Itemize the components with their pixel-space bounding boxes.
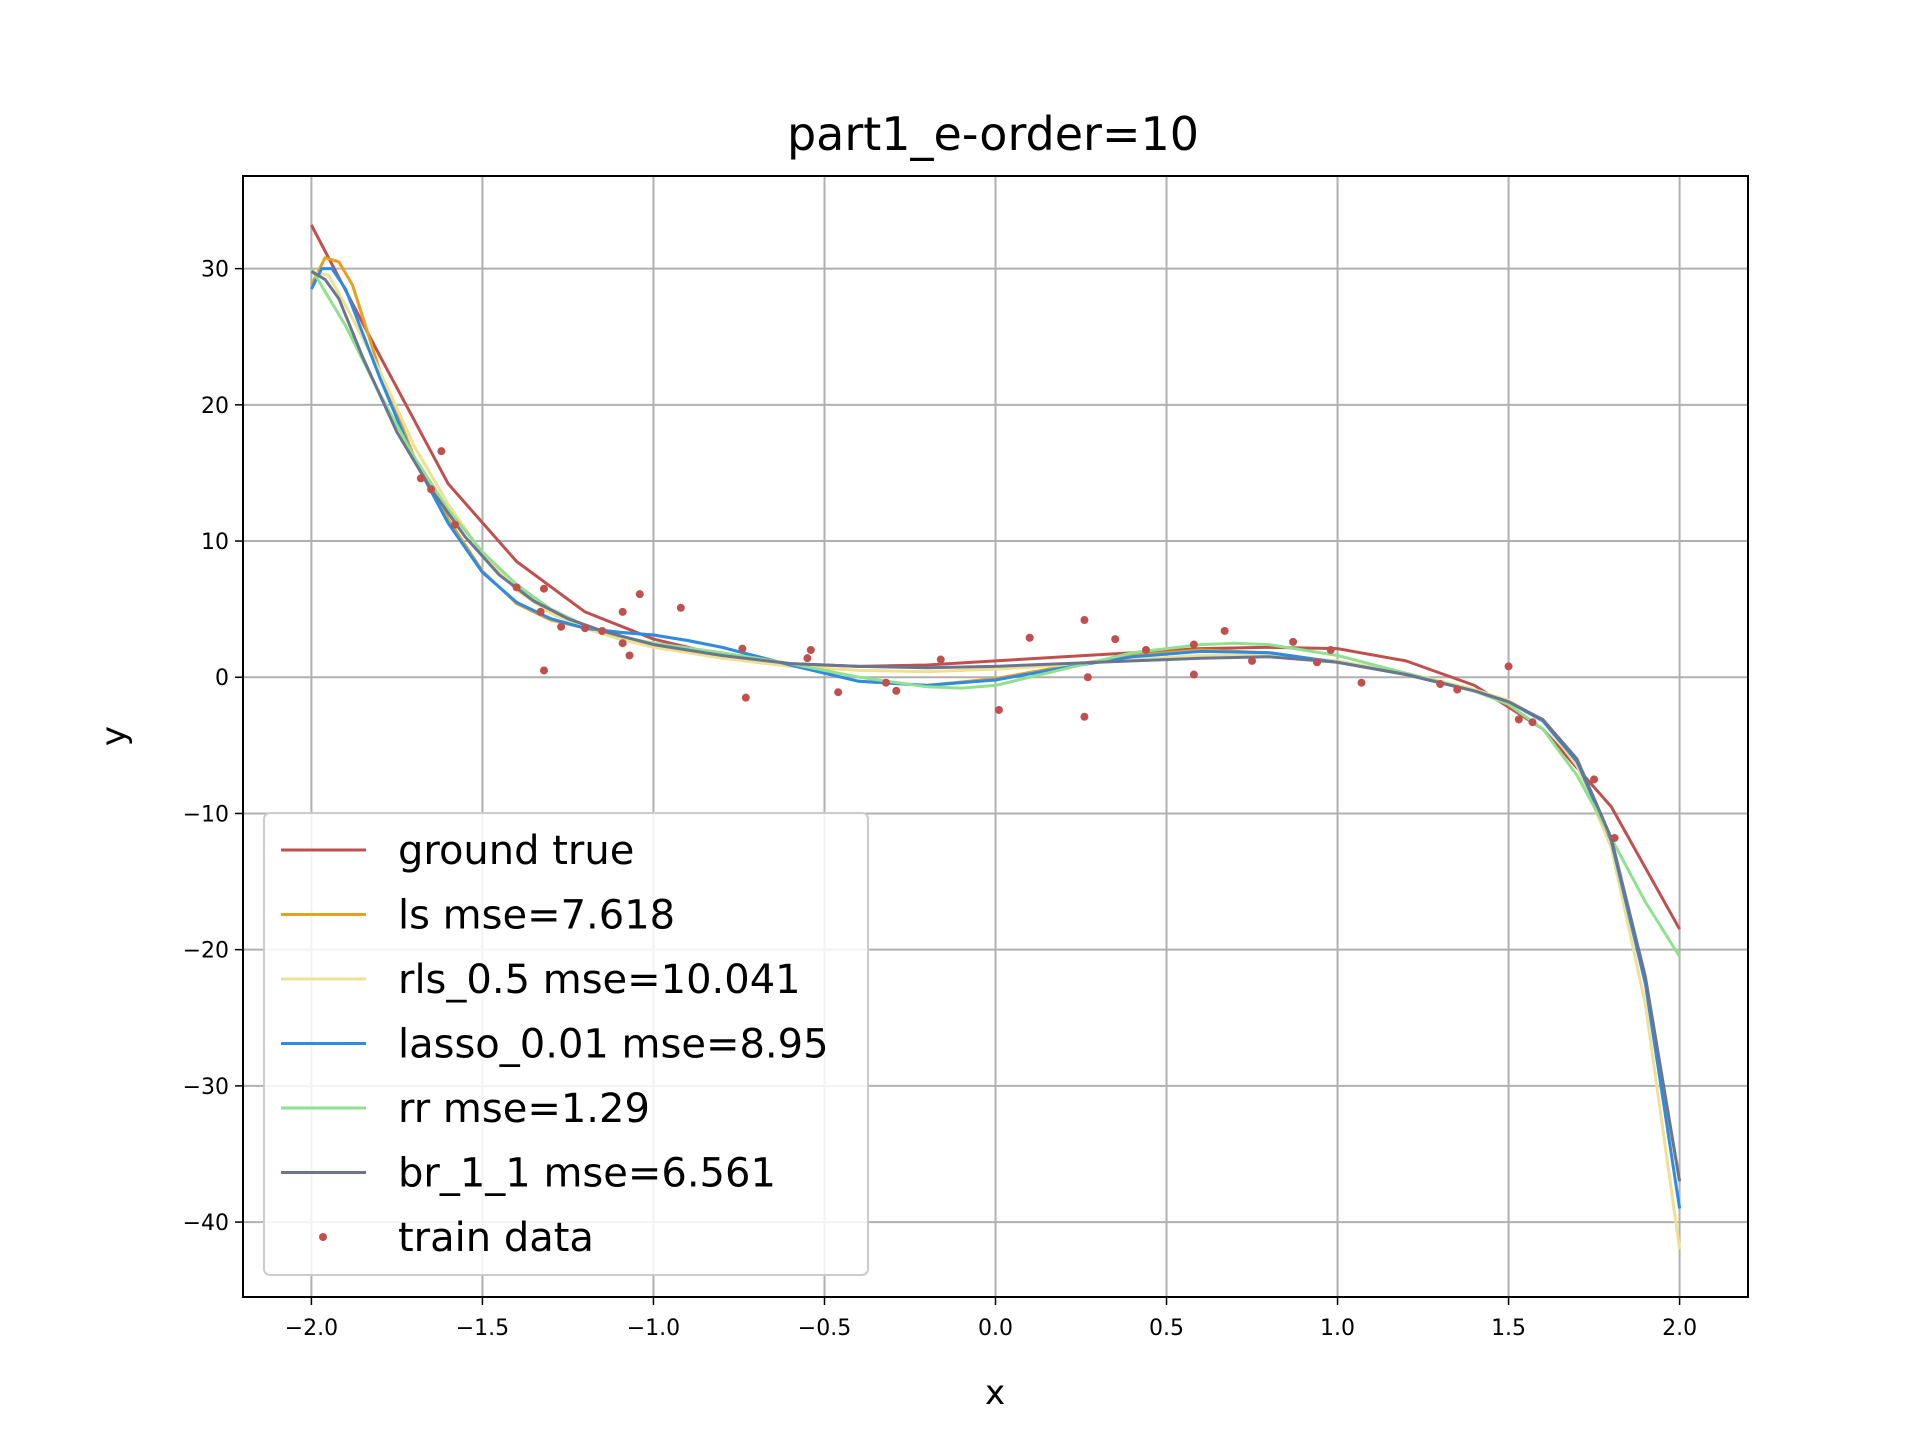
x-tick-label: 0.5 bbox=[1149, 1316, 1184, 1341]
series-layer bbox=[310, 224, 1682, 1250]
train-data-point bbox=[806, 646, 815, 655]
y-tick-label: 30 bbox=[201, 258, 229, 283]
y-axis-label: y bbox=[94, 726, 134, 746]
train-data-point bbox=[618, 639, 627, 648]
train-data-point bbox=[1080, 712, 1089, 721]
train-data-point bbox=[936, 655, 945, 664]
train-data-point bbox=[427, 485, 436, 494]
train-data-point bbox=[635, 590, 644, 599]
train-data-point bbox=[834, 688, 843, 697]
train-data-point bbox=[1504, 662, 1513, 671]
train-data-point bbox=[738, 644, 747, 653]
x-tick-label: −1.0 bbox=[627, 1316, 680, 1341]
train-data-point bbox=[803, 654, 812, 663]
scatter-layer bbox=[416, 447, 1619, 842]
legend-swatch bbox=[319, 1233, 327, 1241]
legend-label: rls_0.5 mse=10.041 bbox=[398, 957, 801, 1003]
legend-label: lasso_0.01 mse=8.95 bbox=[398, 1022, 829, 1068]
legend-label: ground true bbox=[398, 828, 634, 874]
ticks: −2.0 −1.5 −1.0 −0.5 0.0 0.5 1.0 1.5 2.0 30 20 10 0 −1… bbox=[183, 258, 1698, 1341]
legend-label: train data bbox=[398, 1215, 594, 1261]
x-tick-label: 1.5 bbox=[1491, 1316, 1526, 1341]
train-data-point bbox=[1289, 637, 1298, 646]
train-data-point bbox=[892, 686, 901, 695]
train-data-point bbox=[1189, 670, 1198, 679]
train-data-point bbox=[1436, 680, 1445, 689]
train-data-point bbox=[1142, 646, 1150, 655]
train-data-point bbox=[1220, 626, 1229, 635]
legend-label: br_1_1 mse=6.561 bbox=[398, 1151, 776, 1197]
y-tick-label: −10 bbox=[183, 802, 229, 827]
train-data-point bbox=[1528, 718, 1537, 727]
series-line-0 bbox=[310, 224, 1681, 930]
train-data-point bbox=[741, 693, 750, 702]
y-tick-label: −20 bbox=[183, 939, 229, 964]
series-line-5 bbox=[310, 270, 1682, 1182]
train-data-point bbox=[1189, 640, 1198, 649]
legend-label: rr mse=1.29 bbox=[398, 1086, 650, 1132]
y-tick-label: 10 bbox=[201, 530, 229, 555]
train-data-point bbox=[1453, 685, 1462, 694]
chart-title: part1_e-order=10 bbox=[787, 107, 1199, 161]
train-data-point bbox=[1080, 616, 1089, 625]
x-tick-label: 0.0 bbox=[978, 1316, 1013, 1341]
train-data-point bbox=[625, 651, 634, 660]
legend-label: ls mse=7.618 bbox=[398, 893, 675, 939]
y-tick-label: 20 bbox=[201, 394, 229, 419]
train-data-point bbox=[536, 607, 545, 616]
train-data-point bbox=[1357, 678, 1366, 687]
series-line-4 bbox=[310, 267, 1681, 958]
train-data-point bbox=[598, 626, 607, 635]
train-data-point bbox=[1083, 673, 1092, 682]
train-data-point bbox=[1313, 658, 1322, 667]
train-data-point bbox=[1248, 656, 1257, 665]
train-data-point bbox=[581, 624, 590, 633]
y-tick-label: −30 bbox=[183, 1075, 229, 1100]
train-data-point bbox=[1590, 775, 1599, 784]
train-data-point bbox=[1610, 833, 1619, 842]
train-data-point bbox=[557, 622, 566, 631]
x-tick-label: 1.0 bbox=[1320, 1316, 1355, 1341]
train-data-point bbox=[1326, 646, 1335, 655]
train-data-point bbox=[882, 678, 891, 687]
y-tick-label: 0 bbox=[215, 666, 229, 691]
x-tick-label: −0.5 bbox=[798, 1316, 851, 1341]
y-tick-label: −40 bbox=[183, 1211, 229, 1236]
x-tick-label: −1.5 bbox=[456, 1316, 509, 1341]
train-data-point bbox=[540, 666, 548, 675]
train-data-point bbox=[618, 607, 627, 616]
train-data-point bbox=[676, 603, 685, 612]
x-axis-label: x bbox=[985, 1373, 1005, 1413]
x-tick-label: −2.0 bbox=[285, 1316, 338, 1341]
train-data-point bbox=[540, 584, 548, 593]
train-data-point bbox=[1025, 633, 1034, 642]
train-data-point bbox=[416, 474, 425, 483]
train-data-point bbox=[994, 705, 1003, 714]
train-data-point bbox=[437, 447, 446, 456]
legend-box bbox=[263, 812, 869, 1276]
train-data-point bbox=[451, 520, 460, 529]
grid bbox=[243, 176, 1748, 1297]
x-tick-label: 2.0 bbox=[1662, 1316, 1697, 1341]
train-data-point bbox=[512, 583, 521, 592]
train-data-point bbox=[1111, 635, 1120, 644]
train-data-point bbox=[1514, 715, 1523, 724]
legend: ground true ls mse=7.618 rls_0.5 mse=10.04… bbox=[263, 812, 869, 1276]
